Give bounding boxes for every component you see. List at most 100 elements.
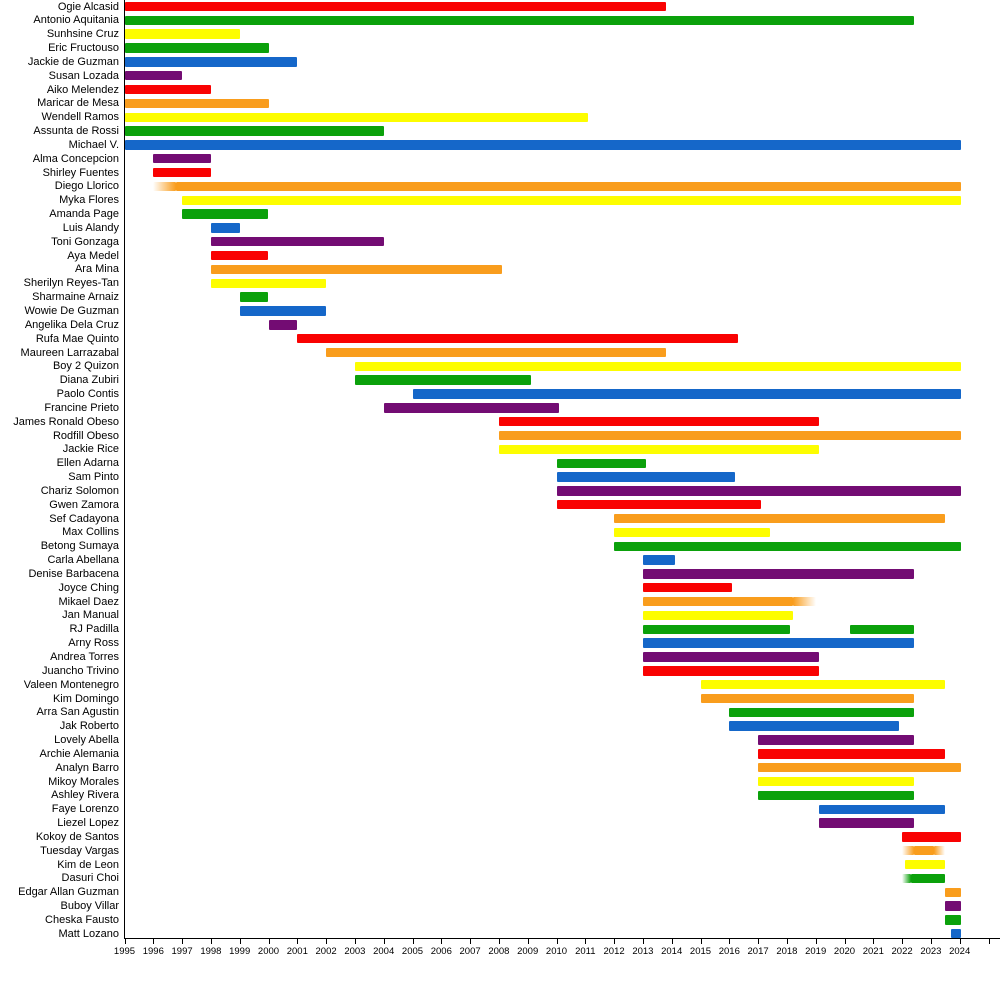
member-name-label: Wendell Ramos — [41, 111, 119, 124]
axis-year-label: 2012 — [603, 946, 625, 957]
tenure-bar — [902, 832, 962, 842]
member-name-label: Toni Gonzaga — [51, 235, 119, 248]
axis-year-label: 2021 — [862, 946, 884, 957]
member-name-label: Alma Concepcion — [32, 152, 119, 165]
tenure-bar — [642, 652, 819, 662]
axis-year-label: 2004 — [373, 946, 395, 957]
axis-year-label: 2007 — [459, 946, 481, 957]
member-name-label: Carla Abellana — [47, 554, 119, 567]
axis-tick — [902, 939, 904, 944]
tenure-bar — [210, 278, 327, 288]
tenure-bar — [268, 320, 298, 330]
tenure-bar — [818, 818, 914, 828]
member-name-label: Ellen Adarna — [56, 457, 119, 470]
member-name-label: Kim Domingo — [52, 692, 119, 705]
axis-tick — [441, 939, 443, 944]
tenure-bar — [124, 112, 589, 122]
tenure-bar — [124, 126, 384, 136]
axis-year-label: 2019 — [805, 946, 827, 957]
tenure-bar — [153, 181, 177, 192]
tenure-bar — [153, 154, 211, 164]
tenure-bar — [642, 583, 733, 593]
member-name-label: Myka Flores — [59, 194, 119, 207]
member-name-label: Liezel Lopez — [57, 817, 119, 830]
tenure-bar — [758, 735, 914, 745]
axis-year-label: 2018 — [776, 946, 798, 957]
member-name-label: Francine Prieto — [44, 401, 119, 414]
member-name-label: Valeen Montenegro — [23, 678, 119, 691]
axis-year-label: 2017 — [747, 946, 769, 957]
axis-tick — [153, 939, 155, 944]
member-name-label: Shirley Fuentes — [42, 166, 119, 179]
tenure-bar — [176, 181, 962, 192]
axis-tick — [815, 939, 817, 944]
tenure-bar — [297, 333, 738, 344]
tenure-bar — [642, 638, 914, 648]
tenure-bar — [124, 29, 240, 39]
member-name-label: Sef Cadayona — [49, 512, 119, 525]
axis-year-label: 1995 — [113, 946, 136, 957]
y-axis-line — [124, 0, 126, 939]
axis-tick — [556, 939, 558, 944]
member-name-label: Jackie de Guzman — [27, 55, 119, 68]
member-name-label: Juancho Trivino — [41, 664, 119, 677]
tenure-bar — [498, 417, 819, 427]
axis-tick — [182, 939, 184, 944]
axis-tick — [700, 939, 702, 944]
tenure-bar — [792, 596, 816, 607]
member-name-label: Archie Alemania — [39, 747, 120, 760]
member-name-label: Gwen Zamora — [49, 498, 119, 511]
member-name-label: Angelika Dela Cruz — [24, 318, 119, 331]
axis-year-label: 2020 — [833, 946, 856, 957]
tenure-bar — [556, 500, 761, 510]
tenure-bar — [642, 555, 675, 565]
member-name-label: Michael V. — [68, 138, 119, 151]
member-name-label: Faye Lorenzo — [51, 803, 119, 816]
member-name-label: Diego Llorico — [54, 180, 119, 193]
axis-tick — [412, 939, 414, 944]
member-name-label: Matt Lozano — [58, 927, 119, 940]
axis-year-label: 2009 — [517, 946, 539, 957]
axis-tick — [988, 939, 990, 944]
axis-tick — [210, 939, 212, 944]
tenure-bar — [210, 250, 269, 261]
axis-year-label: 2023 — [920, 946, 942, 957]
tenure-bar — [951, 929, 962, 939]
axis-year-label: 2014 — [661, 946, 683, 957]
tenure-bar — [642, 596, 793, 607]
axis-tick — [326, 939, 328, 944]
tenure-bar — [758, 749, 946, 759]
tenure-bar — [124, 71, 183, 81]
axis-year-label: 2000 — [257, 946, 280, 957]
axis-tick — [383, 939, 385, 944]
member-name-label: Ogie Alcasid — [57, 0, 119, 13]
axis-year-label: 2010 — [545, 946, 568, 957]
member-name-label: Lovely Abella — [54, 734, 119, 747]
axis-tick — [239, 939, 241, 944]
member-name-label: Eric Fructouso — [48, 42, 119, 55]
tenure-bar — [210, 237, 384, 247]
tenure-bar — [818, 804, 946, 814]
axis-tick — [758, 939, 760, 944]
member-name-label: Maureen Larrazabal — [20, 346, 119, 359]
member-name-label: Denise Barbacena — [28, 567, 119, 580]
tenure-bar — [124, 98, 269, 109]
member-name-label: Tuesday Vargas — [40, 844, 119, 857]
axis-year-label: 2024 — [949, 946, 971, 957]
axis-tick — [642, 939, 644, 944]
member-name-label: Susan Lozada — [48, 69, 119, 82]
tenure-bar — [729, 707, 914, 718]
axis-tick — [585, 939, 587, 944]
axis-year-label: 2001 — [286, 946, 308, 957]
tenure-bar — [945, 887, 962, 897]
member-name-label: Sam Pinto — [68, 471, 119, 484]
tenure-bar — [412, 389, 962, 399]
member-name-label: Betong Sumaya — [40, 540, 119, 553]
tenure-bar — [354, 361, 962, 372]
member-name-label: Arny Ross — [68, 637, 119, 650]
member-name-label: Sharmaine Arnaiz — [32, 291, 119, 304]
tenure-bar — [182, 209, 269, 219]
tenure-bar — [913, 846, 934, 856]
axis-tick — [268, 939, 270, 944]
